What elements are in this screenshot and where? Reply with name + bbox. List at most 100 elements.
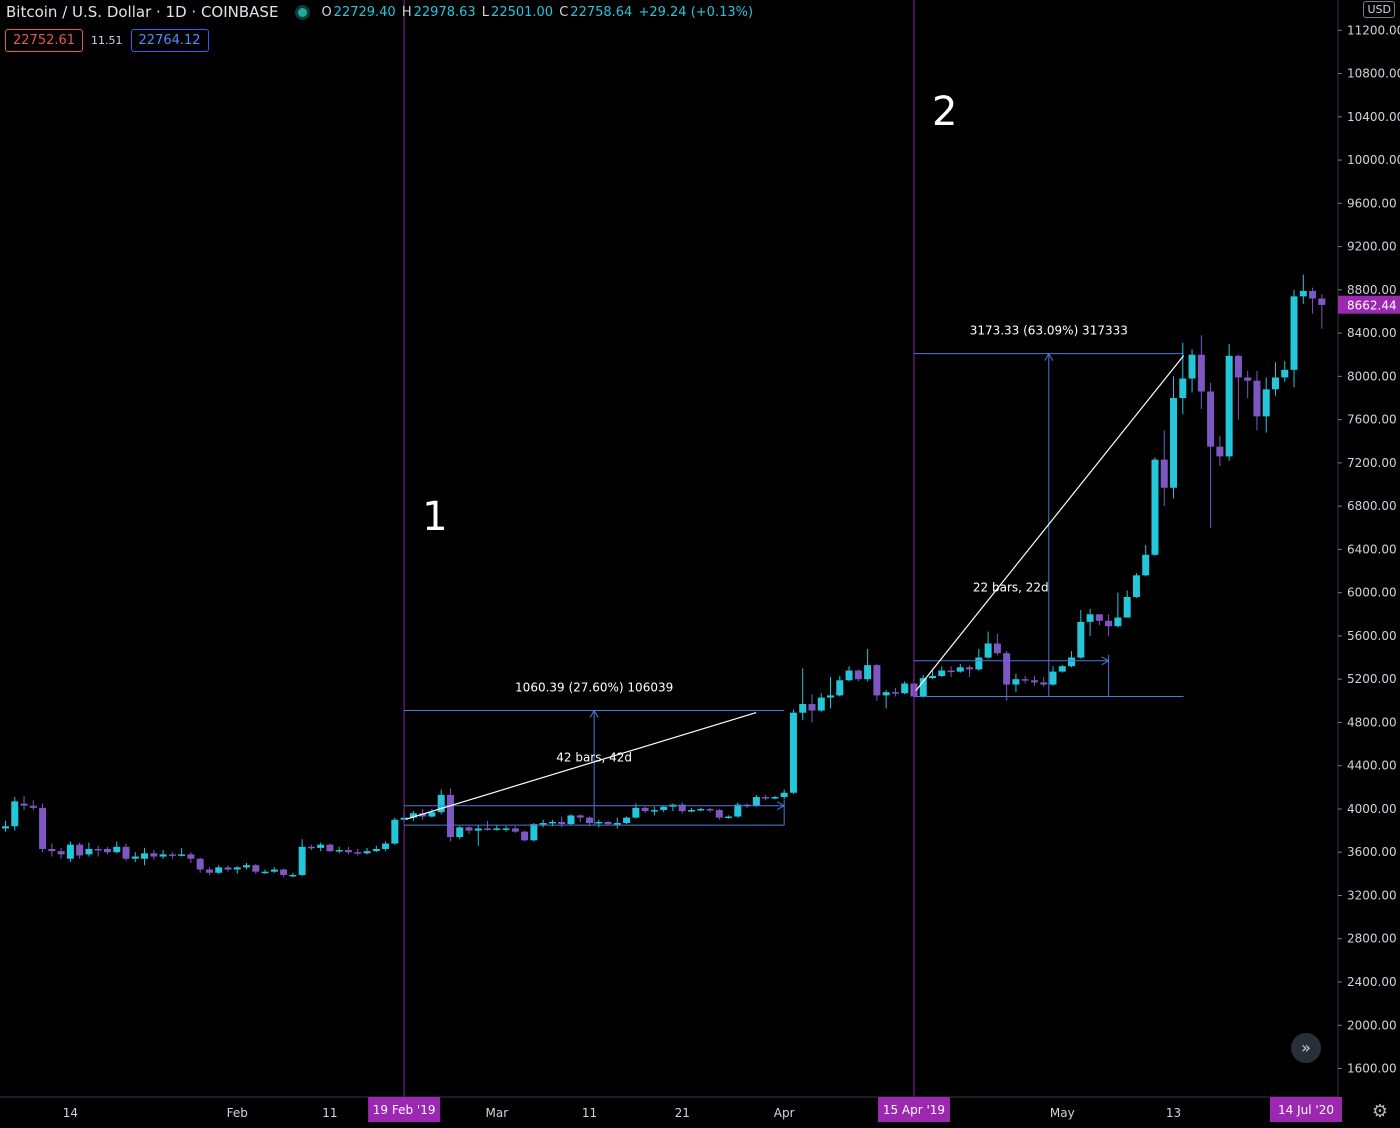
price-tick-label: 4800.00	[1347, 715, 1397, 729]
candle	[1049, 666, 1057, 686]
candle	[11, 797, 19, 831]
candle-body	[484, 828, 492, 830]
price-tick-label: 8800.00	[1347, 283, 1397, 297]
price-tick-label: 11200.00	[1347, 23, 1400, 37]
candle-body	[1068, 657, 1076, 667]
trend-arrow-line	[405, 711, 757, 820]
candle-body	[715, 810, 723, 818]
candle	[697, 807, 705, 812]
candle	[1114, 592, 1122, 628]
candle	[604, 820, 612, 826]
candle-body	[1151, 459, 1159, 555]
candle	[446, 788, 454, 842]
candle-body	[947, 670, 955, 673]
price-tick-label: 10400.00	[1347, 110, 1400, 124]
candle-body	[762, 797, 770, 799]
candle	[205, 867, 213, 875]
candle-body	[465, 827, 473, 831]
symbol-title[interactable]: Bitcoin / U.S. Dollar · 1D · COINBASE	[6, 3, 279, 21]
sell-button[interactable]: 22752.61	[5, 29, 84, 52]
candle-body	[1095, 614, 1103, 621]
candle	[1021, 675, 1029, 684]
candle-body	[993, 643, 1001, 654]
candle	[1160, 430, 1168, 507]
candle	[1197, 335, 1205, 409]
candle	[780, 789, 788, 800]
candle	[131, 852, 139, 862]
candle	[725, 815, 733, 819]
candle-body	[956, 667, 964, 672]
candle	[817, 693, 825, 712]
candle-body	[159, 854, 167, 857]
candle	[94, 845, 102, 857]
candle	[66, 841, 74, 862]
candle-body	[576, 815, 584, 818]
candle	[85, 842, 93, 857]
measure-tool: 1060.39 (27.60%) 106039 42 bars, 42d	[404, 681, 786, 826]
candle	[771, 795, 779, 800]
candle	[1012, 673, 1020, 693]
price-tick-label: 6000.00	[1347, 586, 1397, 600]
price-tick-label: 8400.00	[1347, 326, 1397, 340]
candle-body	[409, 813, 417, 818]
candle-body	[224, 867, 232, 870]
candle-body	[57, 851, 65, 855]
candle	[660, 805, 668, 813]
candle-body	[1012, 679, 1020, 685]
candle-body	[1114, 617, 1122, 627]
candle-body	[1179, 378, 1187, 398]
candle-body	[307, 846, 315, 849]
candle	[178, 847, 186, 857]
candle	[530, 823, 538, 842]
candle-body	[901, 683, 909, 694]
candle	[762, 794, 770, 801]
time-tick-label: Mar	[485, 1106, 508, 1120]
candle	[289, 872, 297, 878]
candle-body	[1234, 355, 1242, 378]
candle-body	[1197, 354, 1205, 392]
candle-body	[613, 823, 621, 825]
candle	[789, 709, 797, 794]
candle-body	[641, 807, 649, 812]
candle-body	[103, 848, 111, 853]
candle-body	[474, 828, 482, 831]
candle-body	[919, 678, 927, 697]
candle-body	[975, 657, 983, 670]
candle	[901, 681, 909, 695]
candle	[344, 846, 352, 855]
candle-body	[1132, 575, 1140, 597]
candle-body	[76, 844, 84, 856]
candle	[1271, 362, 1279, 396]
candle	[456, 826, 464, 840]
candle	[103, 846, 111, 855]
candle	[576, 814, 584, 822]
currency-button[interactable]: USD	[1363, 1, 1395, 18]
candle-body	[326, 844, 334, 852]
gear-icon[interactable]: ⚙	[1371, 1101, 1388, 1122]
candle-body	[150, 853, 158, 857]
candle	[122, 843, 130, 861]
candle	[539, 819, 547, 828]
candle-body	[1253, 380, 1261, 417]
candle-body	[289, 874, 297, 877]
candle-body	[1207, 391, 1215, 447]
candle	[919, 674, 927, 698]
candle	[1179, 342, 1187, 415]
candle-body	[604, 821, 612, 825]
candle	[57, 847, 65, 859]
scroll-to-realtime-icon[interactable]: »	[1291, 1033, 1321, 1063]
candle	[354, 848, 362, 856]
candle-body	[215, 867, 223, 873]
candle	[1216, 435, 1224, 467]
candle-body	[1105, 620, 1113, 627]
candle-body	[382, 843, 390, 849]
candle-body	[827, 695, 835, 698]
candle-body	[1309, 290, 1317, 299]
candle	[465, 826, 473, 834]
price-tick-label: 3600.00	[1347, 845, 1397, 859]
buy-button[interactable]: 22764.12	[130, 29, 209, 52]
candle-body	[1281, 369, 1289, 378]
date-highlight-tag	[877, 1097, 950, 1122]
candle-body	[1123, 596, 1131, 618]
